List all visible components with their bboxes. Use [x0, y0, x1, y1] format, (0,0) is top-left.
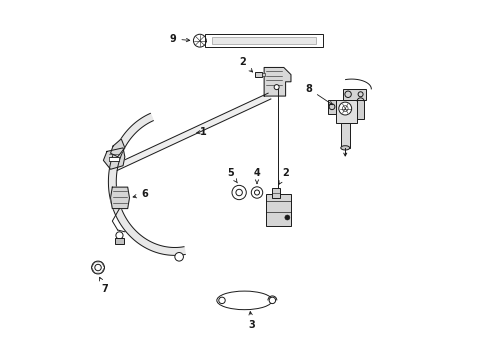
Bar [342, 89, 365, 100]
Text: 2: 2 [239, 57, 252, 72]
Bar [328, 100, 335, 114]
Circle shape [285, 215, 289, 220]
Circle shape [338, 102, 351, 115]
Bar [115, 238, 123, 244]
Bar [340, 123, 349, 148]
Polygon shape [108, 113, 185, 255]
Polygon shape [264, 67, 290, 96]
Circle shape [218, 297, 225, 303]
Circle shape [175, 252, 183, 261]
Text: 6: 6 [133, 189, 147, 199]
Circle shape [342, 106, 347, 111]
Text: 1: 1 [196, 127, 206, 137]
Text: 5: 5 [226, 168, 237, 183]
Circle shape [91, 261, 104, 274]
Circle shape [254, 190, 259, 195]
Bar [265, 194, 290, 226]
Circle shape [116, 232, 123, 239]
Text: 7: 7 [100, 277, 108, 294]
Text: 2: 2 [278, 168, 288, 184]
Circle shape [95, 264, 101, 271]
Bar [108, 157, 119, 161]
Text: 9: 9 [169, 34, 189, 44]
Bar [261, 73, 264, 76]
Polygon shape [110, 139, 124, 157]
Bar [335, 100, 356, 123]
Polygon shape [110, 187, 129, 208]
Circle shape [268, 297, 275, 303]
Ellipse shape [216, 291, 272, 310]
Bar [255, 72, 261, 77]
Circle shape [231, 185, 246, 200]
Bar [205, 34, 323, 47]
Circle shape [274, 85, 279, 90]
Polygon shape [114, 93, 270, 170]
Ellipse shape [340, 146, 349, 150]
Bar [212, 37, 315, 44]
Text: 3: 3 [248, 311, 255, 330]
Text: 4: 4 [253, 168, 260, 184]
Bar [356, 100, 364, 119]
Text: 8: 8 [305, 84, 332, 105]
Polygon shape [103, 148, 124, 169]
Circle shape [235, 189, 242, 196]
Bar [271, 188, 279, 198]
Circle shape [251, 187, 262, 198]
